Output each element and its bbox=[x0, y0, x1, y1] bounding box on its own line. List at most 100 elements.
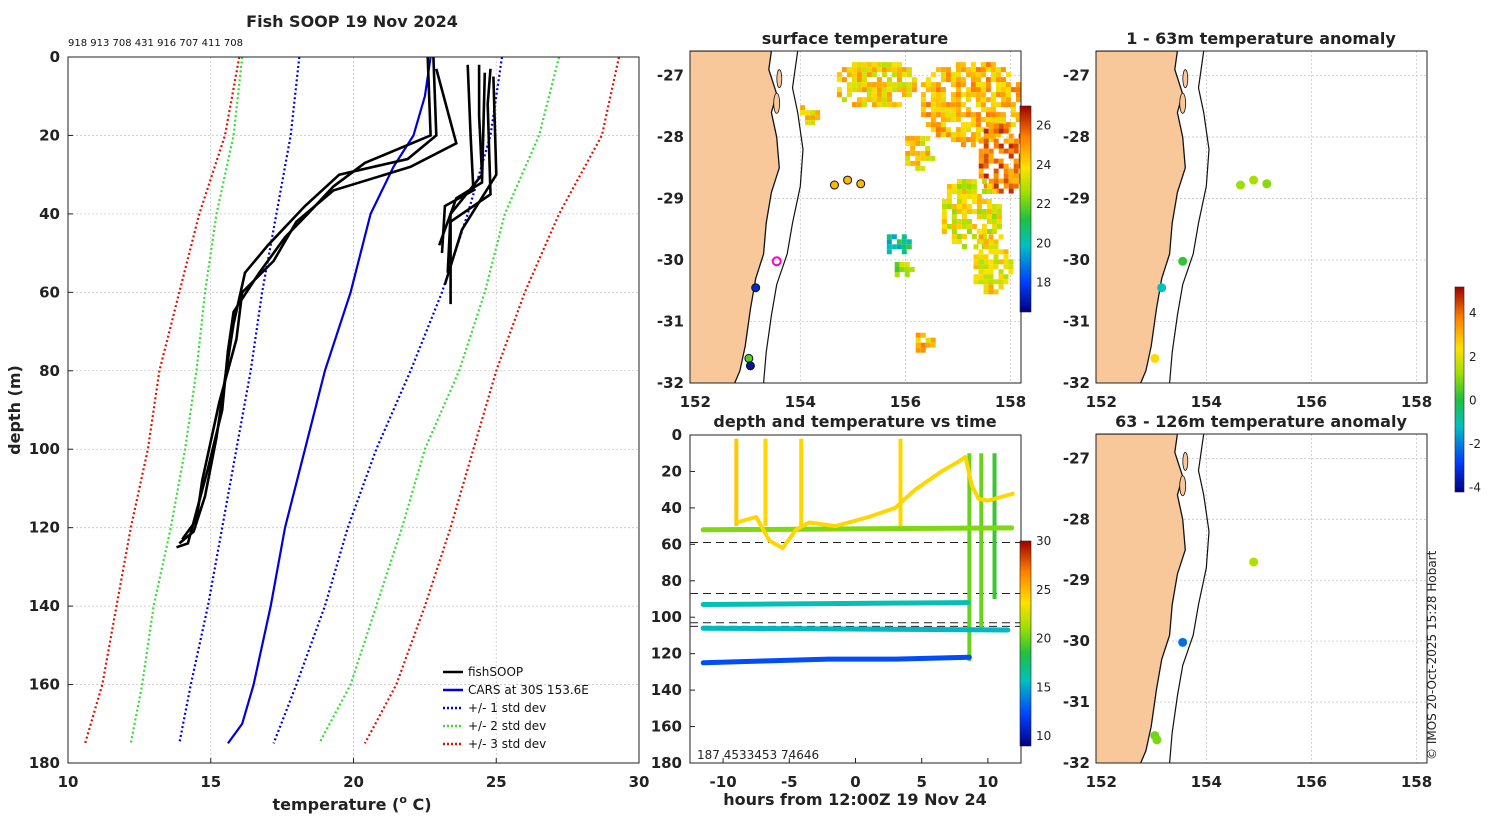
sst-cell bbox=[1000, 67, 1006, 73]
sst-cell bbox=[986, 229, 992, 234]
profile-legend: fishSOOP CARS at 30S 153.6E +/- 1 std dev +… bbox=[443, 665, 589, 751]
sst-cell bbox=[861, 97, 867, 103]
sst-cell bbox=[881, 92, 887, 98]
sst-cell bbox=[910, 145, 916, 151]
sst-cell bbox=[978, 259, 984, 265]
sst-cell bbox=[995, 72, 1001, 78]
sst-cell bbox=[998, 259, 1004, 265]
sst-colorbar-tick: 20 bbox=[1036, 236, 1051, 250]
sst-cell bbox=[881, 87, 887, 93]
sst-cell bbox=[871, 72, 877, 78]
sst-cell bbox=[983, 269, 989, 275]
sst-cell bbox=[920, 155, 926, 161]
sst-cell bbox=[856, 87, 862, 93]
sst-cell bbox=[920, 347, 926, 353]
sst-cell bbox=[988, 148, 994, 154]
sst-cell bbox=[866, 92, 872, 98]
sst-cell bbox=[990, 67, 996, 73]
anomaly-deep-panel: 63 - 126m temperature anomaly 152 154 156 1… bbox=[1063, 286, 1481, 791]
sst-cell bbox=[945, 132, 951, 138]
map-lon-tick-label: 158 bbox=[1401, 773, 1432, 791]
sst-cell bbox=[985, 112, 991, 118]
sst-cell bbox=[925, 77, 931, 83]
timeseries-x-label: hours from 12:00Z 19 Nov 24 bbox=[723, 790, 986, 809]
sst-cell bbox=[856, 62, 862, 68]
sst-cell bbox=[966, 204, 972, 209]
sst-cell bbox=[991, 219, 997, 224]
sst-cell bbox=[1008, 183, 1014, 189]
sst-cell bbox=[1003, 259, 1009, 265]
sst-cell bbox=[896, 77, 902, 83]
sst-cell bbox=[996, 209, 1002, 214]
sst-cell bbox=[861, 102, 867, 108]
sst-cell bbox=[1008, 264, 1014, 270]
sst-cell bbox=[920, 92, 926, 98]
sst-cell bbox=[961, 189, 967, 194]
sst-cell bbox=[920, 332, 926, 338]
sst-cell bbox=[896, 102, 902, 108]
anomaly-shallow-ticks: 152 154 156 158 -27 -28 -29 -30 -31 -32 bbox=[1063, 67, 1432, 411]
anomaly-colorbar-tick: 4 bbox=[1469, 306, 1477, 320]
sst-cell bbox=[945, 77, 951, 83]
sst-cell bbox=[986, 199, 992, 204]
sst-cell bbox=[993, 249, 999, 255]
sst-cell bbox=[980, 82, 986, 88]
sst-cell bbox=[1008, 153, 1014, 159]
sst-cell bbox=[920, 135, 926, 141]
sst-cell bbox=[966, 219, 972, 224]
sst-cell bbox=[891, 67, 897, 73]
sst-cell bbox=[1005, 87, 1011, 93]
map-lon-tick-label: 156 bbox=[890, 393, 921, 411]
timeseries-colorbar-tick: 15 bbox=[1036, 680, 1051, 694]
profile-y-label: depth (m) bbox=[5, 365, 24, 455]
sst-cell bbox=[975, 127, 981, 133]
sst-cell bbox=[955, 72, 961, 78]
sst-cell bbox=[851, 77, 857, 83]
sst-cell bbox=[915, 332, 921, 338]
sst-cell bbox=[993, 264, 999, 270]
sst-cell bbox=[975, 67, 981, 73]
sst-cell bbox=[940, 112, 946, 118]
sst-cell bbox=[961, 209, 967, 214]
map-lat-tick-label: -32 bbox=[1063, 754, 1090, 772]
sst-cell bbox=[985, 107, 991, 113]
anomaly-deep-title: 63 - 126m temperature anomaly bbox=[1115, 412, 1407, 431]
sst-cell bbox=[866, 72, 872, 78]
sst-cell bbox=[950, 107, 956, 113]
timeseries-colorbar-tick: 10 bbox=[1036, 729, 1051, 743]
sst-cell bbox=[980, 127, 986, 133]
profile-y-tick-label: 0 bbox=[50, 48, 60, 66]
sst-cell bbox=[915, 140, 921, 146]
sst-cell bbox=[975, 92, 981, 98]
sst-cell bbox=[925, 87, 931, 93]
sst-cell bbox=[988, 269, 994, 275]
sst-cell bbox=[935, 97, 941, 103]
sst-cell bbox=[975, 97, 981, 103]
sst-cell bbox=[981, 214, 987, 219]
sst-cell bbox=[983, 148, 989, 154]
sst-cell bbox=[978, 168, 984, 174]
sst-cell bbox=[983, 274, 989, 280]
timeseries-colorbar-tick: 30 bbox=[1036, 534, 1051, 548]
sst-cell bbox=[901, 249, 907, 255]
sst-cell bbox=[945, 127, 951, 133]
sst-cell bbox=[970, 122, 976, 128]
sst-cell bbox=[986, 214, 992, 219]
sst-cell bbox=[856, 82, 862, 88]
sst-cell bbox=[978, 254, 984, 260]
anomaly-shallow-marker bbox=[1178, 256, 1188, 266]
sst-cell bbox=[951, 189, 957, 194]
sst-cell bbox=[965, 122, 971, 128]
sst-cell bbox=[1003, 249, 1009, 255]
sst-cell bbox=[983, 259, 989, 265]
sst-cell bbox=[996, 219, 1002, 224]
sst-cell bbox=[871, 62, 877, 68]
sst-cell bbox=[1013, 148, 1019, 154]
sst-cell bbox=[871, 87, 877, 93]
profile-y-tick-label: 20 bbox=[39, 126, 60, 144]
std3-right-line bbox=[363, 57, 621, 744]
sst-cell bbox=[935, 122, 941, 128]
sst-cell bbox=[925, 135, 931, 141]
sst-cell bbox=[851, 87, 857, 93]
